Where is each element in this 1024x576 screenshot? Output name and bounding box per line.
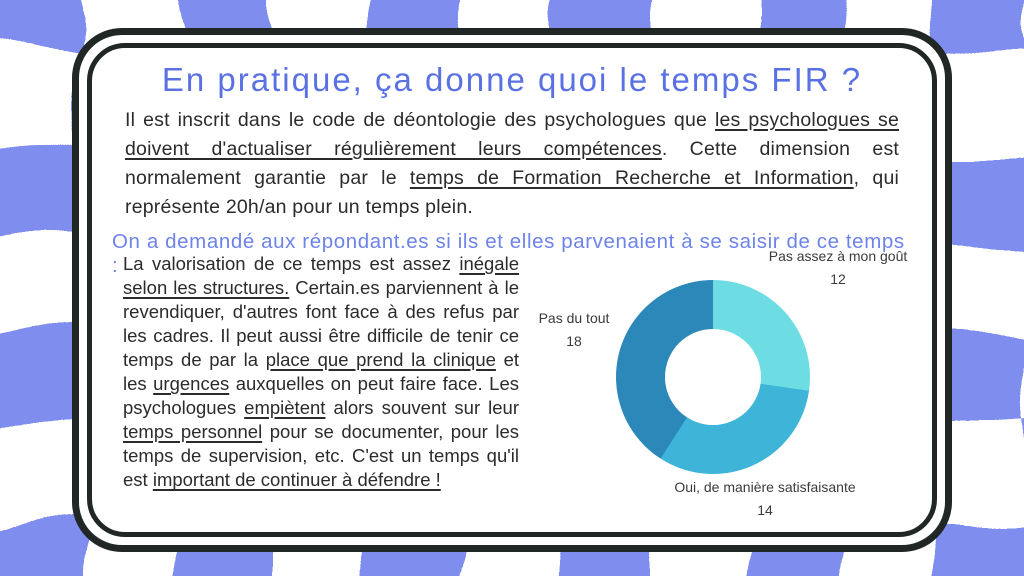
intro-paragraph: Il est inscrit dans le code de déontolog… (125, 106, 899, 221)
underlined-text: temps personnel (123, 421, 263, 443)
plain-text: , qui représente 20h/an pour un temps pl… (125, 166, 900, 218)
plain-text: alors souvent sur leur (325, 397, 519, 419)
underlined-text: les psychologues se doivent d'actualiser… (125, 109, 899, 160)
slide-title: En pratique, ça donne quoi le temps FIR … (161, 61, 863, 98)
plain-text: La valorisation de ce temps est assez (123, 253, 460, 274)
chart-label-text: Oui, de manière satisfaisante (674, 479, 856, 495)
card-inner-border: En pratique, ça donne quoi le temps FIR … (87, 43, 937, 537)
plain-text: . Cette dimension est normalement garant… (125, 137, 900, 189)
donut-chart (616, 280, 810, 474)
chart-label-value: 18 (566, 333, 582, 350)
slide-card: En pratique, ça donne quoi le temps FIR … (72, 28, 952, 552)
chart-label-oui: Oui, de manière satisfaisante 14 (615, 479, 915, 518)
plain-text: auxquelles on peut faire face. Les psych… (123, 373, 519, 419)
plain-text: pour se documenter, pour les temps de su… (123, 421, 519, 491)
card-content: En pratique, ça donne quoi le temps FIR … (97, 53, 927, 527)
underlined-text: empiètent (244, 397, 326, 419)
underlined-text: place que prend la clinique (265, 349, 496, 371)
plain-text: Certain.es parviennent à le revendiquer,… (123, 277, 520, 371)
underlined-text: urgences (153, 373, 230, 395)
chart-label-value: 14 (757, 502, 773, 519)
chart-label-text: Pas assez à mon goût (768, 248, 908, 264)
plain-text: Il est inscrit dans le code de déontolog… (125, 109, 715, 131)
underlined-text: important de continuer à défendre ! (152, 469, 441, 491)
chart-label-pas-assez: Pas assez à mon goût 12 (708, 248, 968, 287)
body-paragraph: La valorisation de ce temps est assez in… (123, 252, 519, 492)
chart-label-pas-du-tout: Pas du tout 18 (494, 310, 654, 349)
underlined-text: temps de Formation Recherche et Informat… (409, 166, 854, 189)
chart-label-value: 12 (830, 271, 846, 288)
underlined-text: inégale selon les structures. (123, 253, 519, 299)
chart-label-text: Pas du tout (538, 310, 610, 326)
plain-text: et les (123, 349, 520, 395)
donut-hole (665, 329, 761, 425)
section-subtitle: On a demandé aux répondant.es si ils et … (112, 230, 905, 278)
